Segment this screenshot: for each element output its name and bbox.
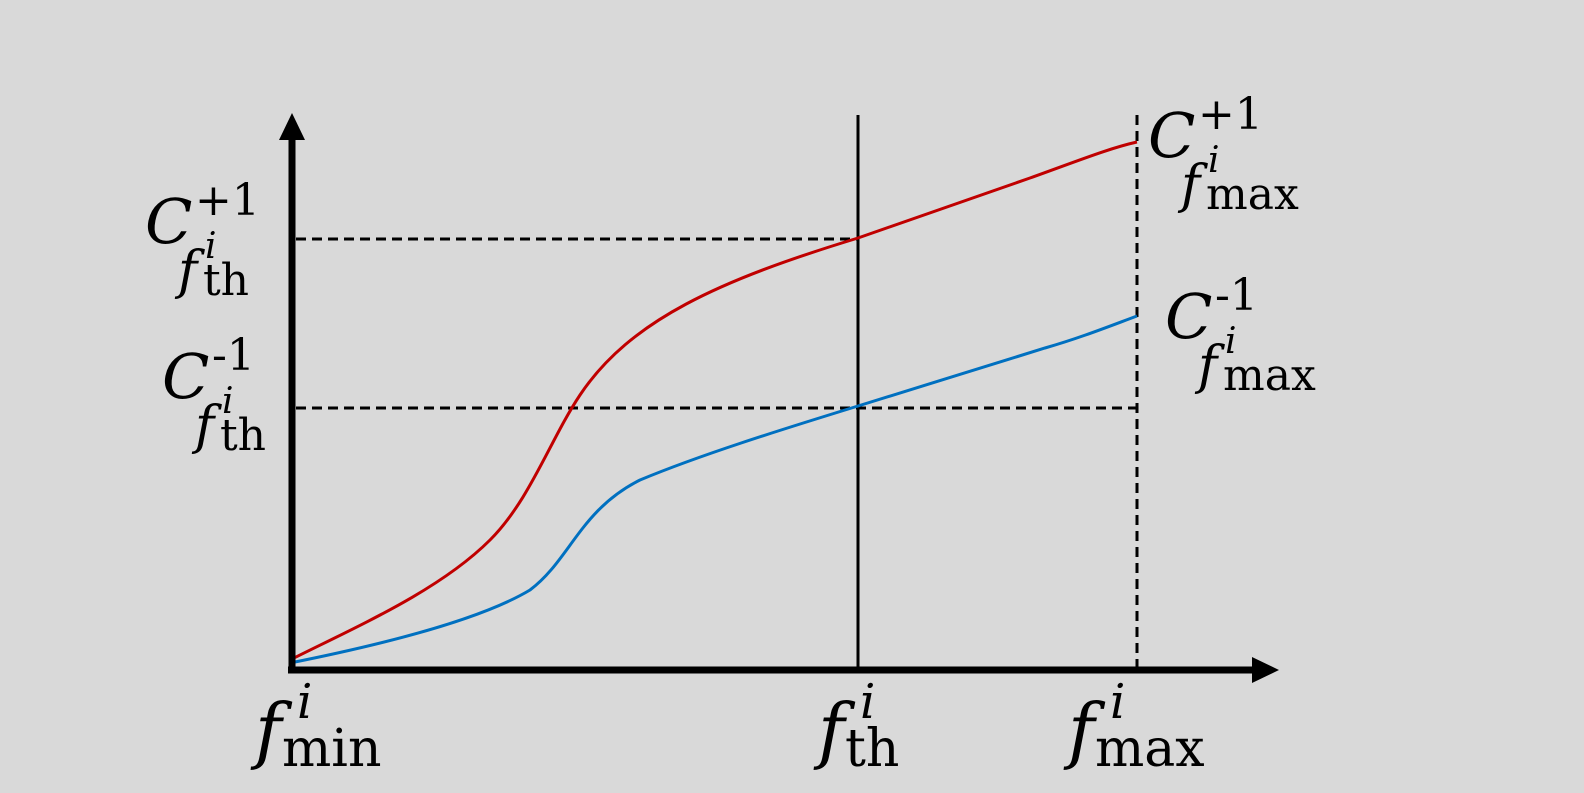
label-sub-sup: i xyxy=(205,226,217,267)
label-sub-sup: i xyxy=(1225,321,1237,362)
label-base: C xyxy=(1165,280,1212,353)
label-base: C xyxy=(145,185,192,258)
label-sup: +1 xyxy=(195,175,260,226)
label-sub: max xyxy=(1095,719,1205,779)
label-sup: +1 xyxy=(1198,89,1263,140)
label-sup: i xyxy=(297,674,312,730)
label-base: C xyxy=(1148,99,1195,172)
y-axis-arrow xyxy=(279,113,305,140)
curve-minus-one xyxy=(289,314,1138,665)
label-sub: min xyxy=(282,719,381,779)
label-sub-sub: max xyxy=(1206,169,1299,220)
label-sup: -1 xyxy=(1215,270,1258,321)
curve-plus-one xyxy=(289,140,1138,662)
label-sub-sub: max xyxy=(1223,350,1316,401)
label-sub-sup: i xyxy=(1208,140,1220,181)
label-sup: i xyxy=(860,674,875,730)
x-axis-arrow xyxy=(1252,657,1279,683)
label-sub-sup: i xyxy=(222,381,234,422)
label-sup: i xyxy=(1110,674,1125,730)
label-sup: -1 xyxy=(212,330,255,381)
label-sub: th xyxy=(845,719,899,779)
label-base: C xyxy=(162,340,209,413)
label-sub-sub: th xyxy=(203,255,249,306)
label-sub-sub: th xyxy=(220,410,266,461)
